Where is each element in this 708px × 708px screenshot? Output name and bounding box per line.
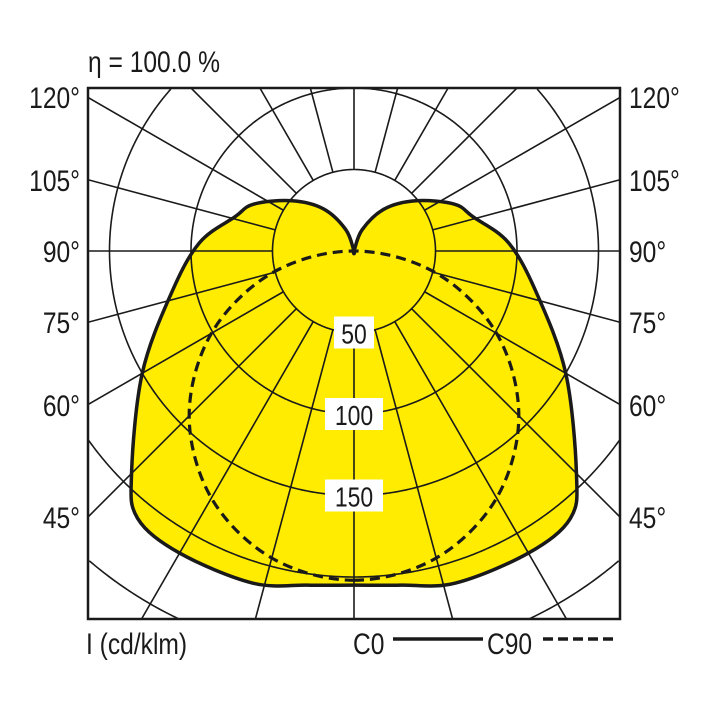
plot-frame — [86, 86, 622, 621]
radial-line-240 — [88, 96, 284, 211]
legend-c90-label: C90 — [487, 627, 532, 661]
angle-label-right: 45° — [629, 501, 666, 535]
radial-line-30 — [394, 321, 568, 619]
angle-label-right: 75° — [629, 306, 666, 340]
angle-label-right: 105° — [629, 164, 680, 198]
radial-tick-label: 150 — [335, 482, 373, 513]
legend-c0-label: C0 — [353, 627, 384, 661]
radial-tick-label: 100 — [335, 401, 373, 432]
grid-circle-150 — [108, 88, 600, 497]
radial-line-285 — [88, 271, 276, 324]
radial-line-105 — [432, 178, 620, 231]
radial-tick-label: 50 — [341, 319, 367, 350]
radial-line-255 — [88, 178, 276, 231]
radial-line-315 — [88, 308, 297, 518]
angle-label-left: 60° — [43, 389, 80, 423]
angle-label-left: 90° — [43, 235, 80, 269]
c0-curve — [129, 198, 579, 588]
c90-curve — [187, 249, 521, 582]
radial-line-45 — [411, 308, 620, 518]
angle-label-left: 120° — [29, 81, 80, 115]
radial-line-75 — [432, 271, 620, 324]
radial-line-150 — [394, 88, 449, 181]
radial-line-135 — [411, 88, 518, 194]
tick-label-bg — [325, 479, 383, 512]
radial-line-225 — [190, 88, 297, 194]
radial-line-330 — [140, 321, 314, 619]
radial-line-345 — [254, 329, 334, 619]
tick-label-bg — [334, 316, 374, 349]
radial-line-60 — [424, 291, 620, 406]
tick-label-bg — [325, 398, 383, 430]
radial-line-195 — [309, 88, 334, 173]
unit-label: I (cd/klm) — [86, 627, 187, 661]
efficiency-label: η = 100.0 % — [88, 45, 220, 79]
angle-label-right: 90° — [629, 235, 666, 269]
radial-line-15 — [374, 329, 454, 619]
angle-label-left: 45° — [43, 501, 80, 535]
angle-label-right: 60° — [629, 389, 666, 423]
radial-line-210 — [259, 88, 314, 181]
grid-circle-250 — [88, 560, 620, 619]
radial-line-120 — [424, 96, 620, 211]
angle-label-left: 75° — [43, 306, 80, 340]
angle-label-left: 105° — [29, 164, 80, 198]
radial-line-300 — [88, 291, 284, 406]
angle-label-right: 120° — [629, 81, 680, 115]
radial-line-165 — [374, 88, 399, 173]
